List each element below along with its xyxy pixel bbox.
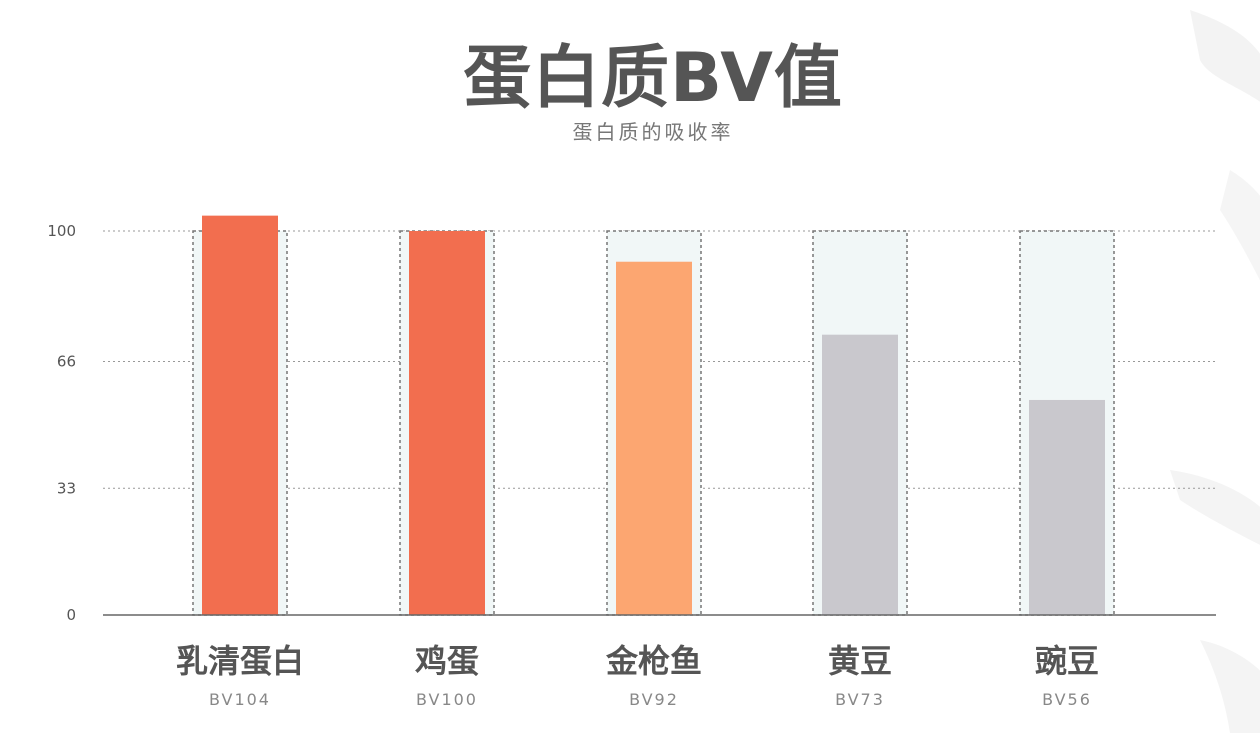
x-category-label-3: 黄豆 bbox=[828, 642, 892, 680]
x-category-label-0: 乳清蛋白 bbox=[176, 642, 304, 680]
x-sublabel-1: BV100 bbox=[416, 690, 478, 709]
bar-3 bbox=[822, 334, 898, 615]
x-category-label-4: 豌豆 bbox=[1035, 642, 1099, 680]
y-tick-label-0: 0 bbox=[66, 606, 76, 624]
x-category-label-1: 鸡蛋 bbox=[414, 642, 479, 680]
x-sublabel-3: BV73 bbox=[835, 690, 885, 709]
y-tick-label-33: 33 bbox=[57, 479, 76, 497]
bar-0 bbox=[202, 215, 278, 615]
y-tick-label-66: 66 bbox=[57, 353, 76, 371]
x-sublabel-4: BV56 bbox=[1042, 690, 1092, 709]
brush-stroke-decoration bbox=[1170, 10, 1260, 733]
bar-1 bbox=[409, 231, 485, 615]
y-tick-label-100: 100 bbox=[47, 222, 76, 240]
bar-2 bbox=[616, 261, 692, 615]
bar-4 bbox=[1029, 399, 1105, 615]
chart-title: 蛋白质BV值 bbox=[463, 39, 843, 118]
x-sublabel-0: BV104 bbox=[209, 690, 271, 709]
x-sublabel-2: BV92 bbox=[629, 690, 679, 709]
x-category-label-2: 金枪鱼 bbox=[605, 642, 702, 680]
chart-subtitle: 蛋白质的吸收率 bbox=[572, 120, 734, 144]
